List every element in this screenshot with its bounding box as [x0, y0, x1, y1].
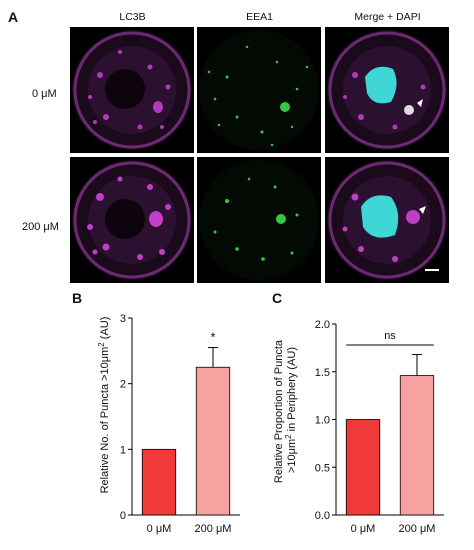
row-label-200uM: 200 μM: [22, 221, 59, 233]
y-tick-label: 1.0: [315, 415, 330, 427]
column-label-eea1: EEA1: [246, 11, 273, 23]
significance-label: *: [210, 330, 215, 345]
y-tick-label: 3: [120, 313, 126, 325]
y-axis-label: Relative Proportion of Puncta >10μm2 in …: [273, 337, 298, 483]
panel-a-letter: A: [8, 9, 19, 25]
y-tick-label: 0.0: [315, 510, 330, 522]
y-tick-label: 0.5: [315, 462, 330, 474]
x-tick-label: 200 μM: [399, 523, 436, 535]
y-tick-label: 2: [120, 379, 126, 391]
y-tick-label: 0: [120, 510, 126, 522]
x-tick-label: 0 μM: [351, 523, 376, 535]
y-tick-label: 1: [120, 444, 126, 456]
column-label-merge-dapi: Merge + DAPI: [354, 11, 421, 23]
micrograph-lc3b-0uM: [70, 27, 194, 153]
x-tick-label: 200 μM: [195, 523, 232, 535]
micrograph-eea1-200uM: [197, 157, 321, 283]
svg-text:Relative No. of Puncta >10μm2: Relative No. of Puncta >10μm2 (AU): [97, 317, 111, 494]
row-label-0uM: 0 μM: [32, 88, 57, 100]
chart-c-svg: Relative Proportion of Puncta >10μm2 in …: [273, 319, 444, 535]
y-tick-label: 1.5: [315, 367, 330, 379]
y-axis-label: Relative No. of Puncta >10μm2 (AU): [97, 317, 111, 494]
svg-text:Relative Proportion of Puncta: Relative Proportion of Puncta >10μm2 in …: [273, 337, 298, 483]
micrograph-lc3b-200uM: [70, 157, 194, 283]
micrograph-merge-0uM: [325, 27, 449, 153]
bar: [345, 419, 381, 516]
x-tick-label: 0 μM: [147, 523, 172, 535]
micrograph-eea1-0uM: [197, 27, 321, 153]
micrograph-merge-200uM: [325, 157, 449, 283]
panel-b-letter: B: [72, 290, 83, 306]
y-tick-label: 2.0: [315, 319, 330, 331]
bar: [141, 448, 177, 516]
bar-chart-c: Relative Proportion of Puncta >10μm2 in …: [268, 300, 468, 540]
bar-chart-b: Relative No. of Puncta >10μm2 (AU) 0 1 2 3 0…: [90, 300, 260, 540]
bar: [399, 375, 435, 516]
panel-c-letter: C: [272, 290, 283, 306]
column-label-lc3b: LC3B: [119, 11, 146, 23]
bar: [195, 366, 231, 516]
significance-label: ns: [384, 330, 396, 342]
chart-b-svg: Relative No. of Puncta >10μm2 (AU) 0 1 2 3 0…: [97, 313, 240, 535]
